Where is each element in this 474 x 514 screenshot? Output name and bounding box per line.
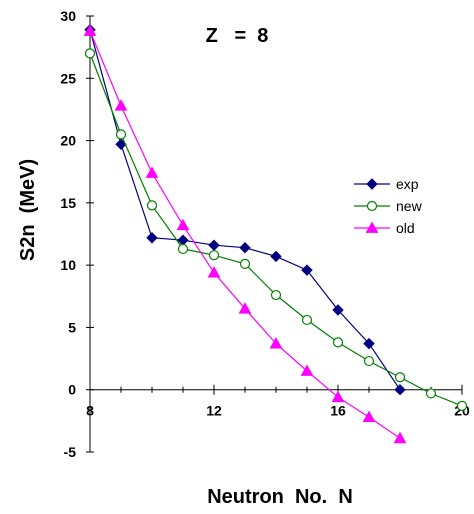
series-line-exp [89, 29, 401, 391]
legend-label: new [396, 198, 423, 214]
data-point-exp [394, 384, 406, 396]
data-point-exp [239, 241, 251, 254]
data-point-new [301, 314, 313, 326]
series-layer [83, 23, 468, 444]
data-point-exp [115, 138, 127, 151]
data-point-exp [270, 250, 282, 263]
data-point-new [177, 243, 189, 255]
data-point-old [331, 390, 345, 403]
data-point-exp [301, 264, 313, 276]
data-point-new [270, 289, 282, 301]
chart-title: Z = 8 [206, 25, 269, 47]
x-tick-label: 8 [86, 403, 94, 419]
data-point-new [394, 372, 406, 383]
data-point-exp [146, 232, 158, 244]
data-point-new [115, 129, 127, 140]
y-tick-label: 5 [68, 319, 76, 335]
data-point-old [145, 166, 159, 178]
series-new [84, 48, 468, 412]
legend-item-exp: exp [354, 176, 419, 192]
data-point-new [84, 48, 96, 59]
x-tick-label: 16 [330, 403, 346, 419]
data-point-old [207, 266, 221, 278]
y-tick-label: 30 [60, 8, 76, 24]
y-tick-label: 0 [68, 382, 76, 398]
data-point-old [362, 410, 376, 423]
data-point-new [146, 200, 158, 211]
data-point-exp [208, 239, 220, 251]
series-exp [84, 23, 406, 396]
data-point-old [269, 337, 283, 349]
y-tick-label: 25 [60, 70, 76, 86]
series-old [83, 24, 407, 444]
data-point-new [208, 250, 220, 261]
legend: exp new old [354, 176, 423, 236]
data-point-new [456, 400, 468, 412]
x-axis-title: Neutron No. N [207, 486, 353, 508]
x-tick-label: 12 [206, 403, 222, 419]
data-point-old [176, 218, 190, 231]
legend-label: old [396, 220, 415, 236]
legend-item-old: old [354, 220, 415, 236]
legend-marker [366, 178, 378, 190]
y-tick-label: -5 [64, 444, 77, 460]
legend-marker [365, 221, 379, 233]
legend-label: exp [396, 176, 419, 192]
data-point-old [393, 431, 407, 444]
y-axis-title: S2n (MeV) [17, 159, 39, 261]
data-point-new [332, 337, 344, 348]
legend-item-new: new [354, 198, 423, 214]
y-tick-label: 15 [60, 195, 76, 211]
tick-labels: -50510152025308121620 [60, 8, 470, 460]
data-point-old [114, 99, 128, 111]
series-line-old [89, 30, 401, 439]
y-tick-label: 20 [60, 133, 76, 149]
data-point-old [83, 24, 97, 36]
data-point-new [425, 388, 437, 399]
y-tick-label: 10 [60, 257, 76, 273]
data-point-exp [363, 337, 375, 350]
data-point-old [238, 302, 252, 314]
data-point-exp [332, 304, 344, 316]
data-point-new [239, 258, 251, 269]
legend-marker [366, 200, 378, 212]
data-point-new [363, 355, 375, 367]
data-point-old [300, 364, 314, 376]
